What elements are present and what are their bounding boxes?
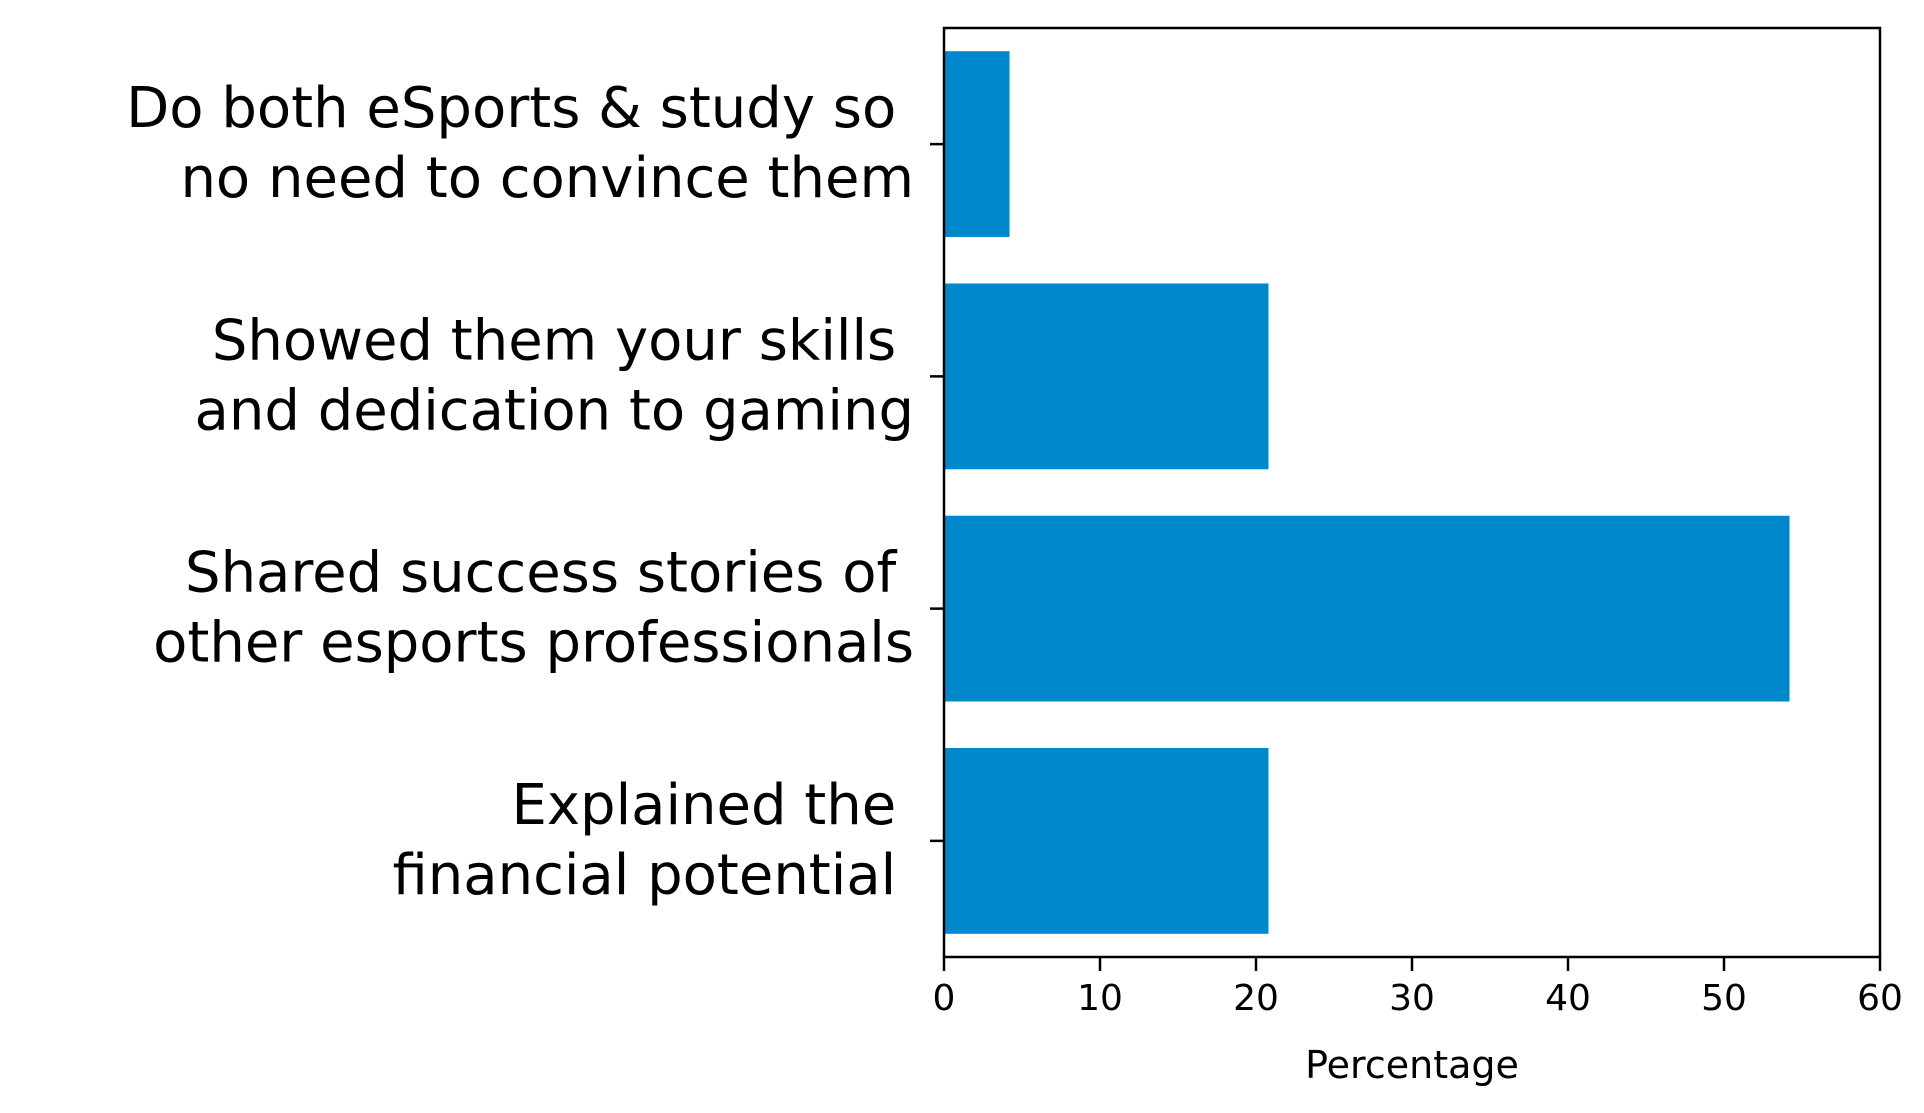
x-tick-label: 0 xyxy=(933,978,956,1019)
bar-1 xyxy=(944,283,1269,470)
x-tick-label: 20 xyxy=(1233,978,1279,1019)
category-label-line: Do both eSports & study so xyxy=(126,76,914,141)
category-label-line: Shared success stories of xyxy=(185,541,914,606)
x-tick-label: 30 xyxy=(1389,978,1435,1019)
x-axis-label: Percentage xyxy=(1305,1043,1519,1087)
bar-3 xyxy=(944,747,1269,934)
category-label-line: financial potential xyxy=(393,843,915,908)
x-tick-label: 50 xyxy=(1701,978,1747,1019)
x-tick-label: 40 xyxy=(1545,978,1591,1019)
category-label-line: Explained the xyxy=(512,773,915,838)
category-label: Shared success stories of other esports … xyxy=(153,541,914,676)
category-label-line: and dedication to gaming xyxy=(195,378,914,443)
category-label-line: other esports professionals xyxy=(153,611,914,676)
category-label: Showed them your skills and dedication t… xyxy=(195,308,914,443)
bars-group xyxy=(944,51,1790,934)
x-tick-label: 10 xyxy=(1077,978,1123,1019)
category-label-line: no need to convince them xyxy=(180,146,914,211)
plot-frame xyxy=(942,26,1882,959)
bar-0 xyxy=(944,51,1010,238)
category-label: Explained the financial potential xyxy=(393,773,915,908)
x-ticks: 0 10 20 30 40 50 60 xyxy=(933,957,1903,1019)
y-tick-marks xyxy=(930,142,944,843)
category-label: Do both eSports & study so no need to co… xyxy=(126,76,914,211)
x-tick-label: 60 xyxy=(1857,978,1903,1019)
category-labels: Do both eSports & study so no need to co… xyxy=(126,76,914,908)
bar-2 xyxy=(944,515,1790,702)
category-label-line: Showed them your skills xyxy=(212,308,914,373)
